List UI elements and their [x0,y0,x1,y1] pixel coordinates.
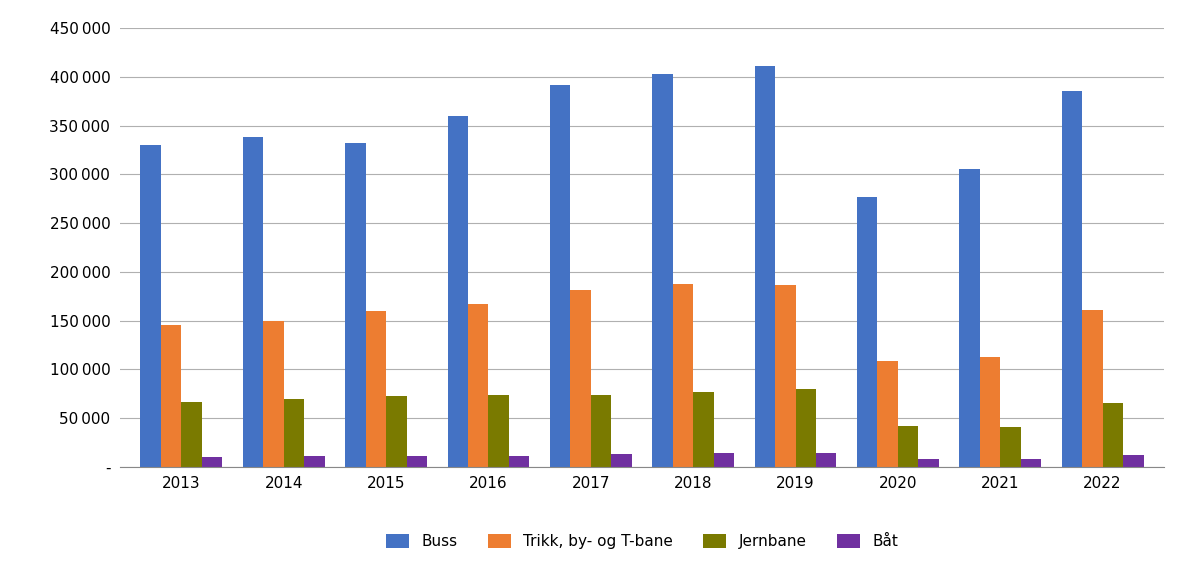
Bar [305,456,325,467]
Bar [448,116,468,467]
Bar [366,311,386,467]
Bar [140,145,161,467]
Bar [775,284,796,467]
Bar [1082,310,1103,467]
Bar [611,454,631,467]
Bar [346,143,366,467]
Bar [694,391,714,467]
Bar [714,453,734,467]
Bar [263,320,283,467]
Bar [570,290,590,467]
Bar [796,389,816,467]
Bar [407,456,427,467]
Bar [509,456,529,467]
Bar [202,457,222,467]
Bar [673,283,694,467]
Bar [488,394,509,467]
Bar [816,453,836,467]
Bar [590,394,611,467]
Bar [181,402,202,467]
Bar [1103,403,1123,467]
Bar [959,168,979,467]
Bar [755,67,775,467]
Bar [386,395,407,467]
Bar [242,138,263,467]
Bar [857,197,877,467]
Bar [918,459,938,467]
Bar [550,85,570,467]
Bar [979,357,1001,467]
Bar [898,426,918,467]
Legend: Buss, Trikk, by- og T-bane, Jernbane, Båt: Buss, Trikk, by- og T-bane, Jernbane, Bå… [380,528,904,555]
Bar [877,361,898,467]
Bar [1001,427,1021,467]
Bar [1021,459,1042,467]
Bar [468,304,488,467]
Bar [653,74,673,467]
Bar [1123,455,1144,467]
Bar [161,325,181,467]
Bar [283,399,305,467]
Bar [1062,91,1082,467]
